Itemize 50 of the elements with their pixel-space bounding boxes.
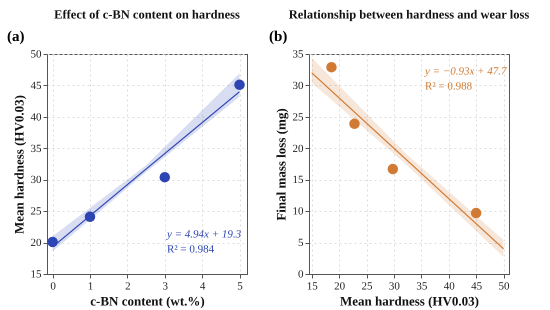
- y-tick-label: 30: [292, 80, 304, 92]
- y-axis-title: Final mass loss (mg): [274, 108, 288, 221]
- x-tick-label: 4: [200, 280, 206, 292]
- point: [84, 212, 96, 222]
- annotation: R² = 0.984: [167, 243, 215, 256]
- y-tick-label: 35: [30, 142, 42, 155]
- y-tick-label: 45: [30, 80, 42, 92]
- y-tick-label: 20: [30, 237, 42, 250]
- y-tick-label: 5: [298, 237, 304, 250]
- y-tick-label: 50: [30, 48, 42, 60]
- y-tick-label: 10: [292, 206, 304, 218]
- x-tick-label: 0: [50, 280, 56, 292]
- annotation: y = −0.93x + 47.7: [424, 66, 508, 78]
- point: [160, 172, 170, 182]
- y-tick-label: 40: [30, 111, 42, 124]
- y-axis-title: Mean hardness (HV0.03): [12, 94, 26, 234]
- x-tick-label: 35: [416, 280, 428, 292]
- y-tick-label: 0: [298, 268, 304, 280]
- x-axis-title: Mean hardness (HV0.03): [340, 294, 480, 308]
- y-tick-label: 20: [292, 142, 304, 155]
- y-tick-label: 30: [30, 174, 42, 186]
- text: (b): [269, 29, 288, 45]
- point: [234, 80, 245, 90]
- x-tick-label: 5: [237, 280, 244, 292]
- x-tick-label: 50: [498, 280, 510, 292]
- chart-title: Effect of c-BN content on hardness: [54, 8, 240, 22]
- x-tick-label: 30: [388, 280, 400, 292]
- x-tick-label: 15: [306, 280, 318, 292]
- y-tick-label: 25: [292, 111, 304, 124]
- x-tick-label: 25: [362, 280, 374, 292]
- x-tick-label: 1: [88, 280, 94, 292]
- y-tick-label: 15: [30, 268, 42, 280]
- text: (a): [7, 29, 24, 45]
- y-tick-label: 25: [30, 206, 42, 218]
- chart-title: Relationship between hardness and wear loss: [288, 8, 530, 22]
- point: [47, 236, 58, 248]
- x-tick-label: 45: [471, 280, 483, 292]
- x-tick-label: 20: [334, 280, 346, 292]
- y-tick-label: 15: [292, 174, 304, 186]
- annotation: y = 4.94x + 19.3: [166, 228, 242, 240]
- x-tick-label: 40: [444, 280, 456, 292]
- x-tick-label: 3: [162, 280, 169, 292]
- annotation: R² = 0.988: [425, 80, 473, 93]
- point: [326, 62, 337, 72]
- x-axis-title: c-BN content (wt.%): [90, 294, 205, 308]
- x-tick-label: 2: [125, 280, 131, 292]
- point: [388, 164, 398, 174]
- y-tick-label: 35: [292, 48, 304, 60]
- point: [470, 208, 482, 218]
- point: [349, 118, 360, 130]
